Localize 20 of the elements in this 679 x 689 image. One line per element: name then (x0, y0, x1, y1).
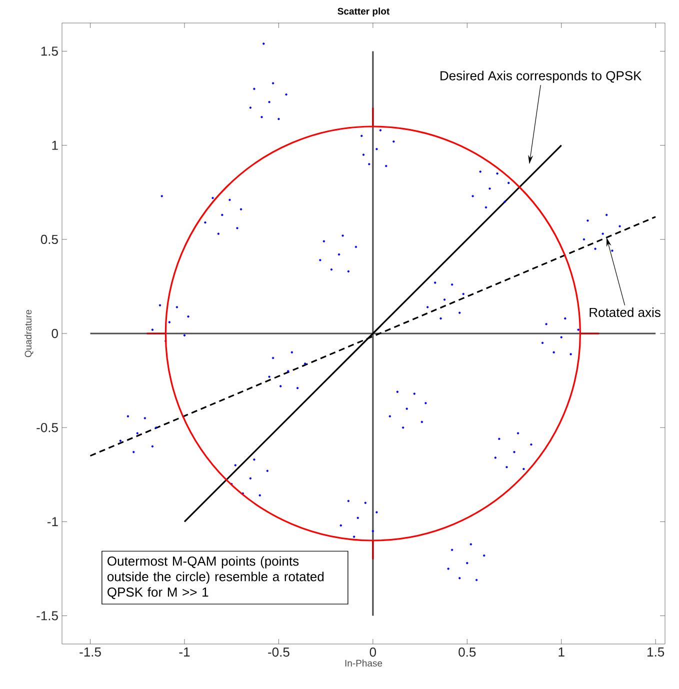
y-tick-label: -0.5 (36, 422, 58, 432)
y-axis-title: Quadrature (24, 310, 34, 358)
x-tick-label: -0.5 (268, 648, 290, 657)
x-tick-label: 1.5 (648, 648, 664, 657)
chart-title: Scatter plot (338, 8, 390, 16)
x-tick-label: 1 (558, 648, 564, 656)
y-tick-label: 1 (52, 140, 58, 150)
x-tick-label: -1.5 (80, 648, 101, 657)
annotation: Desired Axis corresponds to QPSK (440, 70, 642, 83)
x-axis-title: In-Phase (345, 660, 382, 667)
y-tick-label: -1.5 (36, 611, 58, 620)
x-tick-label: -1 (179, 648, 190, 656)
y-tick-label: 0 (52, 328, 58, 338)
y-tick-label: 1.5 (41, 46, 58, 56)
x-tick-label: 0.5 (458, 648, 476, 657)
annotation: Rotated axis (590, 307, 660, 318)
annotation: Outermost M-QAM points (points outside the circle) resemble a rotated QPSK for M >> 1 (107, 556, 324, 600)
x-tick-label: 0 (370, 648, 376, 657)
y-tick-label: 0.5 (40, 234, 58, 244)
y-tick-label: -1 (48, 517, 58, 526)
